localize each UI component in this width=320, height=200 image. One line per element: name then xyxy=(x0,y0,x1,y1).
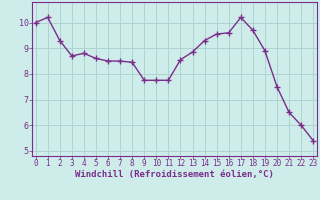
X-axis label: Windchill (Refroidissement éolien,°C): Windchill (Refroidissement éolien,°C) xyxy=(75,170,274,179)
